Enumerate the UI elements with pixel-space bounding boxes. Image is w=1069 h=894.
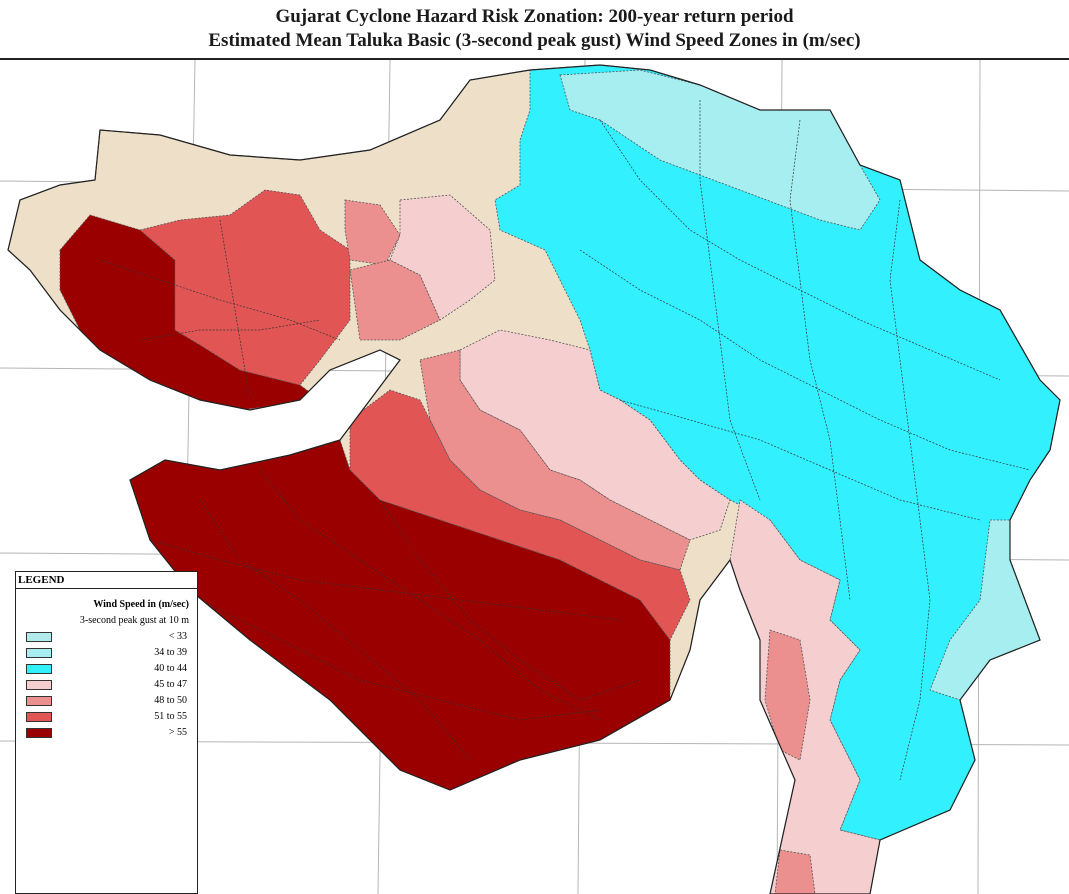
zone-48-50-kutch: [344, 199, 401, 266]
legend-item-gt55: > 55: [16, 726, 197, 742]
zone-48-50-coast: [764, 629, 811, 761]
legend-label: 51 to 55: [154, 711, 187, 722]
legend-item-lt33: < 33: [16, 630, 197, 646]
legend-swatch: [26, 680, 52, 690]
zone-40-44-east: [494, 65, 1060, 841]
coastline: [7, 64, 1061, 894]
legend-item-40-44: 40 to 44: [16, 662, 197, 678]
legend-swatch: [26, 632, 52, 642]
map-frame: [0, 58, 1069, 894]
map-title-block: Gujarat Cyclone Hazard Risk Zonation: 20…: [0, 0, 1069, 58]
legend-swatch: [26, 696, 52, 706]
legend-item-34-39: 34 to 39: [16, 646, 197, 662]
map-legend: LEGEND Wind Speed in (m/sec) 3-second pe…: [15, 571, 198, 894]
legend-swatch: [26, 728, 52, 738]
legend-label: 48 to 50: [154, 695, 187, 706]
taluka-boundaries: [99, 100, 1031, 781]
legend-label: < 33: [168, 631, 187, 642]
zone-45-47-kutch: [389, 194, 496, 321]
legend-item-45-47: 45 to 47: [16, 678, 197, 694]
legend-title: LEGEND: [16, 572, 197, 589]
map-title: Gujarat Cyclone Hazard Risk Zonation: 20…: [275, 6, 794, 27]
legend-label: 40 to 44: [154, 663, 187, 674]
legend-subheading: 3-second peak gust at 10 m: [79, 615, 189, 626]
legend-label: 45 to 47: [154, 679, 187, 690]
legend-item-48-50: 48 to 50: [16, 694, 197, 710]
zone-gt55-saurashtra: [129, 439, 671, 791]
legend-swatch: [26, 664, 52, 674]
legend-swatch: [26, 648, 52, 658]
legend-label: > 55: [168, 727, 187, 738]
legend-item-51-55: 51 to 55: [16, 710, 197, 726]
zone-51-55-kutch: [139, 189, 351, 386]
map-subtitle: Estimated Mean Taluka Basic (3-second pe…: [208, 30, 861, 51]
map-canvas: [0, 60, 1069, 894]
zone-45-47-central: [459, 329, 731, 541]
legend-swatch: [26, 712, 52, 722]
legend-label: 34 to 39: [154, 647, 187, 658]
zone-48-50-valsad: [774, 849, 816, 894]
legend-heading: Wind Speed in (m/sec): [93, 599, 189, 610]
